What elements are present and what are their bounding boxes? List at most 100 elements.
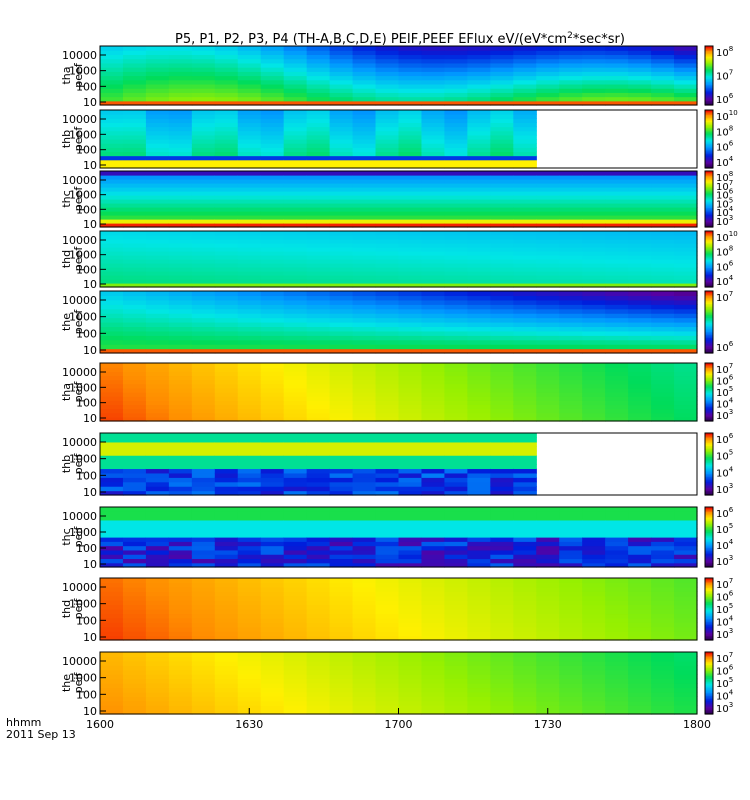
heatmap-cell	[122, 549, 147, 555]
heatmap-cell	[214, 541, 239, 547]
heatmap-cell	[513, 371, 537, 377]
heatmap-cell	[375, 267, 400, 272]
heatmap-cell	[605, 383, 629, 389]
heatmap-cell	[605, 392, 629, 397]
heatmap-cell	[237, 223, 262, 228]
heatmap-cell	[375, 92, 400, 98]
heatmap-cell	[421, 183, 446, 188]
heatmap-cell	[421, 330, 446, 336]
heatmap-cell	[214, 219, 239, 224]
heatmap-cell	[145, 446, 170, 452]
colorbar-tick-base: 10	[716, 277, 729, 288]
heatmap-cell	[352, 709, 377, 715]
heatmap-cell	[168, 255, 193, 260]
heatmap-cell	[398, 179, 423, 184]
heatmap-cell	[283, 683, 308, 689]
heatmap-cell	[122, 317, 147, 323]
heatmap-cell	[375, 477, 400, 483]
heatmap-cell	[168, 304, 193, 310]
heatmap-cell	[467, 433, 491, 439]
heatmap-cell	[352, 155, 377, 161]
heatmap-cell	[375, 441, 400, 447]
heatmap-cell	[100, 114, 124, 119]
heatmap-cell	[513, 54, 537, 60]
heatmap-cell	[582, 549, 606, 555]
heatmap-cell	[421, 191, 446, 196]
heatmap-cell	[674, 62, 698, 68]
heatmap-cell	[168, 96, 193, 102]
heatmap-cell	[421, 437, 446, 443]
heatmap-cell	[352, 275, 377, 280]
heatmap-cell	[352, 62, 377, 68]
heatmap-cell	[421, 344, 446, 350]
heatmap-cell	[628, 416, 652, 422]
heatmap-cell	[214, 304, 239, 310]
heatmap-cell	[191, 412, 216, 418]
heatmap-cell	[237, 558, 262, 564]
y-tick-label: 10	[83, 631, 97, 644]
heatmap-cell	[536, 223, 560, 228]
heatmap-cell	[283, 586, 308, 592]
heatmap-cell	[582, 545, 606, 551]
heatmap-cell	[582, 96, 606, 102]
heatmap-cell	[375, 367, 400, 372]
heatmap-cell	[145, 490, 170, 496]
heatmap-cell	[444, 408, 468, 414]
heatmap-cell	[536, 674, 560, 680]
colorbar-segment	[705, 632, 713, 635]
heatmap-cell	[398, 100, 423, 106]
colorbar-segment	[705, 706, 713, 709]
heatmap-cell	[605, 562, 629, 568]
heatmap-cell	[651, 299, 675, 305]
heatmap-cell	[444, 195, 468, 200]
colorbar-segment	[705, 240, 713, 243]
heatmap-cell	[536, 322, 560, 328]
heatmap-cell	[214, 243, 239, 248]
heatmap-cell	[467, 62, 491, 68]
heatmap-cell	[628, 191, 652, 196]
heatmap-cell	[582, 515, 606, 521]
colorbar-tick-label: 107	[716, 69, 733, 83]
heatmap-cell	[237, 437, 262, 443]
heatmap-cell	[329, 524, 354, 530]
heatmap-cell	[260, 554, 285, 560]
heatmap-cell	[651, 75, 675, 81]
heatmap-cell	[145, 187, 170, 192]
heatmap-cell	[306, 665, 331, 671]
heatmap-cell	[444, 259, 468, 264]
heatmap-cell	[490, 613, 514, 619]
heatmap-cell	[329, 367, 354, 372]
heatmap-cell	[168, 271, 193, 276]
heatmap-cell	[100, 490, 124, 496]
heatmap-cell	[467, 199, 491, 204]
heatmap-cell	[421, 255, 446, 260]
heatmap-cell	[398, 459, 423, 465]
heatmap-cell	[651, 622, 675, 628]
heatmap-cell	[283, 562, 308, 568]
heatmap-cell	[145, 613, 170, 619]
heatmap-cell	[536, 259, 560, 264]
heatmap-cell	[467, 223, 491, 228]
heatmap-cell	[513, 175, 537, 180]
colorbar-segment	[705, 440, 713, 443]
heatmap-cell	[674, 187, 698, 192]
heatmap-cell	[444, 586, 468, 592]
heatmap-cell	[375, 46, 400, 51]
heatmap-cell	[306, 652, 331, 658]
heatmap-cell	[536, 549, 560, 555]
heatmap-cell	[306, 687, 331, 693]
heatmap-cell	[536, 291, 560, 297]
colorbar-segment	[705, 69, 713, 72]
heatmap-cell	[375, 322, 400, 328]
heatmap-cell	[122, 207, 147, 212]
heatmap-cell	[329, 635, 354, 641]
heatmap-cell	[651, 291, 675, 297]
heatmap-cell	[444, 367, 468, 372]
heatmap-cell	[237, 613, 262, 619]
heatmap-cell	[122, 114, 147, 119]
heatmap-cell	[375, 339, 400, 345]
heatmap-cell	[490, 118, 514, 124]
colorbar-segment	[705, 678, 713, 681]
x-tick-label: 1700	[385, 718, 413, 731]
